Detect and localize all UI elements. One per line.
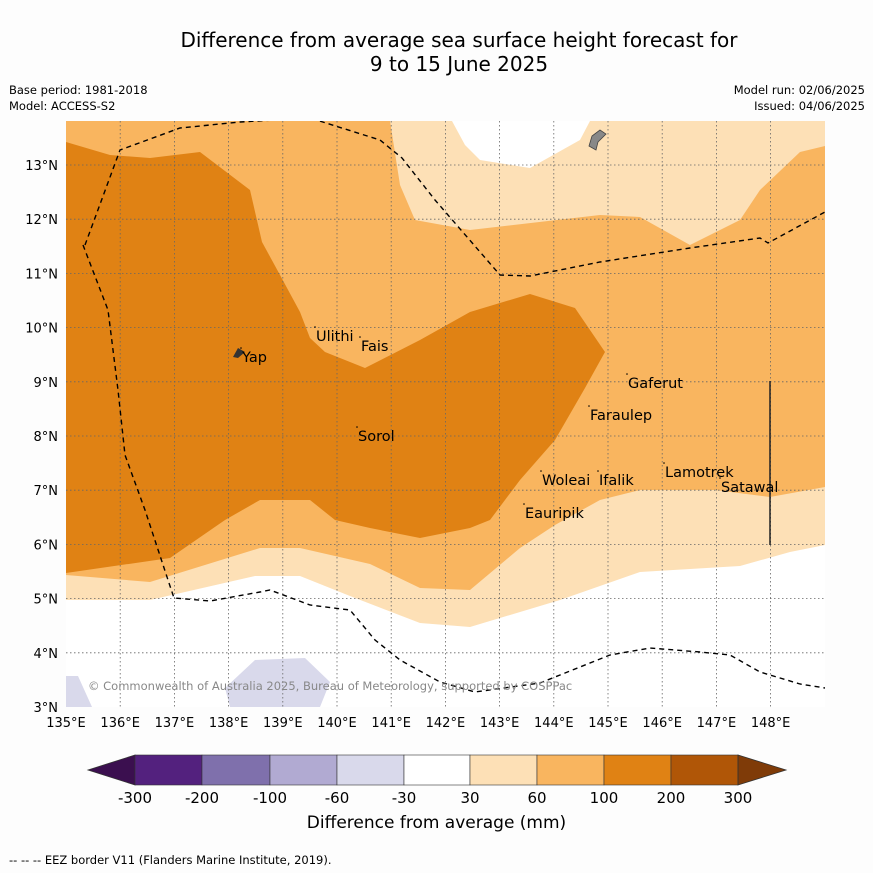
place-label: Satawal — [721, 480, 778, 496]
place-label: Woleai — [542, 473, 590, 489]
lat-tick-label: 10°N — [25, 322, 58, 337]
island-marker — [523, 503, 525, 505]
title-line-1: Difference from average sea surface heig… — [180, 28, 738, 52]
map-title: Difference from average sea surface heig… — [0, 28, 873, 76]
colorbar-swatch — [603, 754, 672, 786]
island-marker — [626, 373, 628, 375]
colorbar-swatch — [134, 754, 203, 786]
lon-tick-label: 136°E — [100, 716, 140, 731]
place-label: Lamotrek — [665, 465, 734, 481]
meta-right: Model run: 02/06/2025 Issued: 04/06/2025 — [734, 82, 865, 114]
colorbar-extend-low — [86, 754, 136, 786]
lat-tick-label: 4°N — [34, 647, 59, 662]
issued-date: Issued: 04/06/2025 — [754, 99, 865, 113]
region-100-200 — [66, 142, 605, 573]
eez-footnote: -- -- -- EEZ border V11 (Flanders Marine… — [9, 853, 332, 867]
lat-tick-label: 13°N — [25, 159, 58, 174]
lat-tick-label: 3°N — [34, 701, 59, 716]
colorbar-tick: 200 — [657, 789, 686, 807]
island-marker — [240, 347, 242, 349]
meta-left: Base period: 1981-2018 Model: ACCESS-S2 — [9, 82, 148, 114]
guam-landmass — [588, 129, 607, 151]
base-period: Base period: 1981-2018 — [9, 83, 148, 97]
lat-tick-label: 12°N — [25, 213, 58, 228]
model-run: Model run: 02/06/2025 — [733, 83, 865, 97]
place-label: Gaferut — [628, 376, 683, 392]
island-marker — [588, 405, 590, 407]
colorbar-tick: 30 — [460, 789, 479, 807]
lon-tick-label: 142°E — [426, 716, 466, 731]
copyright-note: © Commonwealth of Australia 2025, Bureau… — [88, 679, 572, 693]
lon-tick-label: 135°E — [46, 716, 86, 731]
colorbar-tick: -300 — [118, 789, 152, 807]
anomaly-field — [66, 121, 825, 707]
place-label: Ulithi — [316, 329, 354, 345]
lat-tick-label: 11°N — [25, 267, 58, 282]
lon-tick-label: 141°E — [371, 716, 411, 731]
yap-landmass — [233, 348, 245, 358]
place-label: Ifalik — [599, 473, 634, 489]
lon-tick-label: 140°E — [317, 716, 357, 731]
place-labels: Yap Ulithi Fais Sorol Gaferut Faraulep Woleai I… — [240, 326, 778, 522]
lat-tick-label: 7°N — [34, 484, 59, 499]
island-marker — [597, 470, 599, 472]
place-label: Faraulep — [590, 408, 652, 424]
lat-tick-label: 9°N — [34, 376, 59, 391]
lon-tick-label: 146°E — [642, 716, 682, 731]
lon-tick-label: 148°E — [751, 716, 791, 731]
region-neutral-north — [452, 121, 590, 168]
model-name: Model: ACCESS-S2 — [9, 99, 116, 113]
lat-tick-label: 6°N — [34, 538, 59, 553]
place-label: Yap — [241, 350, 267, 366]
lon-tick-label: 144°E — [534, 716, 574, 731]
lon-tick-label: 137°E — [155, 716, 195, 731]
lat-tick-label: 5°N — [34, 593, 59, 608]
island-marker — [719, 477, 721, 479]
place-label: Fais — [361, 339, 388, 355]
colorbar-swatch — [201, 754, 271, 786]
island-marker — [663, 462, 665, 464]
colorbar-swatch — [536, 754, 605, 786]
lat-tick-labels: 3°N 4°N 5°N 6°N 7°N 8°N 9°N 10°N 11°N 12°N 13°N — [25, 159, 58, 716]
colorbar-tick: -30 — [392, 789, 417, 807]
colorbar-tick: 60 — [527, 789, 546, 807]
lon-tick-label: 145°E — [588, 716, 628, 731]
colorbar-swatch — [670, 754, 739, 786]
title-line-2: 9 to 15 June 2025 — [369, 52, 549, 76]
lon-tick-label: 138°E — [209, 716, 249, 731]
island-marker — [359, 336, 361, 338]
colorbar-swatch — [469, 754, 538, 786]
colorbar-extend-high — [737, 754, 788, 786]
region-negative-southwest — [66, 676, 92, 707]
place-label: Eauripik — [525, 506, 584, 522]
region-negative-south — [225, 658, 330, 707]
lon-tick-labels: 135°E 136°E 137°E 138°E 139°E 140°E 141°E 142°E… — [46, 716, 790, 731]
colorbar-tick: -60 — [325, 789, 350, 807]
colorbar-label: Difference from average (mm) — [306, 813, 567, 833]
lon-tick-label: 147°E — [697, 716, 737, 731]
colorbar-tick: -100 — [253, 789, 287, 807]
colorbar-tick-labels: -300 -200 -100 -60 -30 30 60 100 200 300 — [118, 789, 752, 807]
colorbar-tick: -200 — [185, 789, 219, 807]
colorbar-tick: 100 — [590, 789, 619, 807]
lon-tick-label: 139°E — [263, 716, 303, 731]
colorbar-swatch — [403, 754, 471, 786]
island-marker — [314, 326, 316, 328]
colorbar — [86, 754, 788, 786]
lat-tick-label: 8°N — [34, 430, 59, 445]
lon-tick-label: 143°E — [480, 716, 520, 731]
graticule — [66, 121, 825, 707]
island-marker — [356, 426, 358, 428]
colorbar-tick: 300 — [724, 789, 753, 807]
colorbar-swatch — [269, 754, 338, 786]
island-marker — [540, 470, 542, 472]
colorbar-swatch — [336, 754, 405, 786]
eez-border — [82, 121, 825, 693]
place-label: Sorol — [358, 429, 395, 445]
